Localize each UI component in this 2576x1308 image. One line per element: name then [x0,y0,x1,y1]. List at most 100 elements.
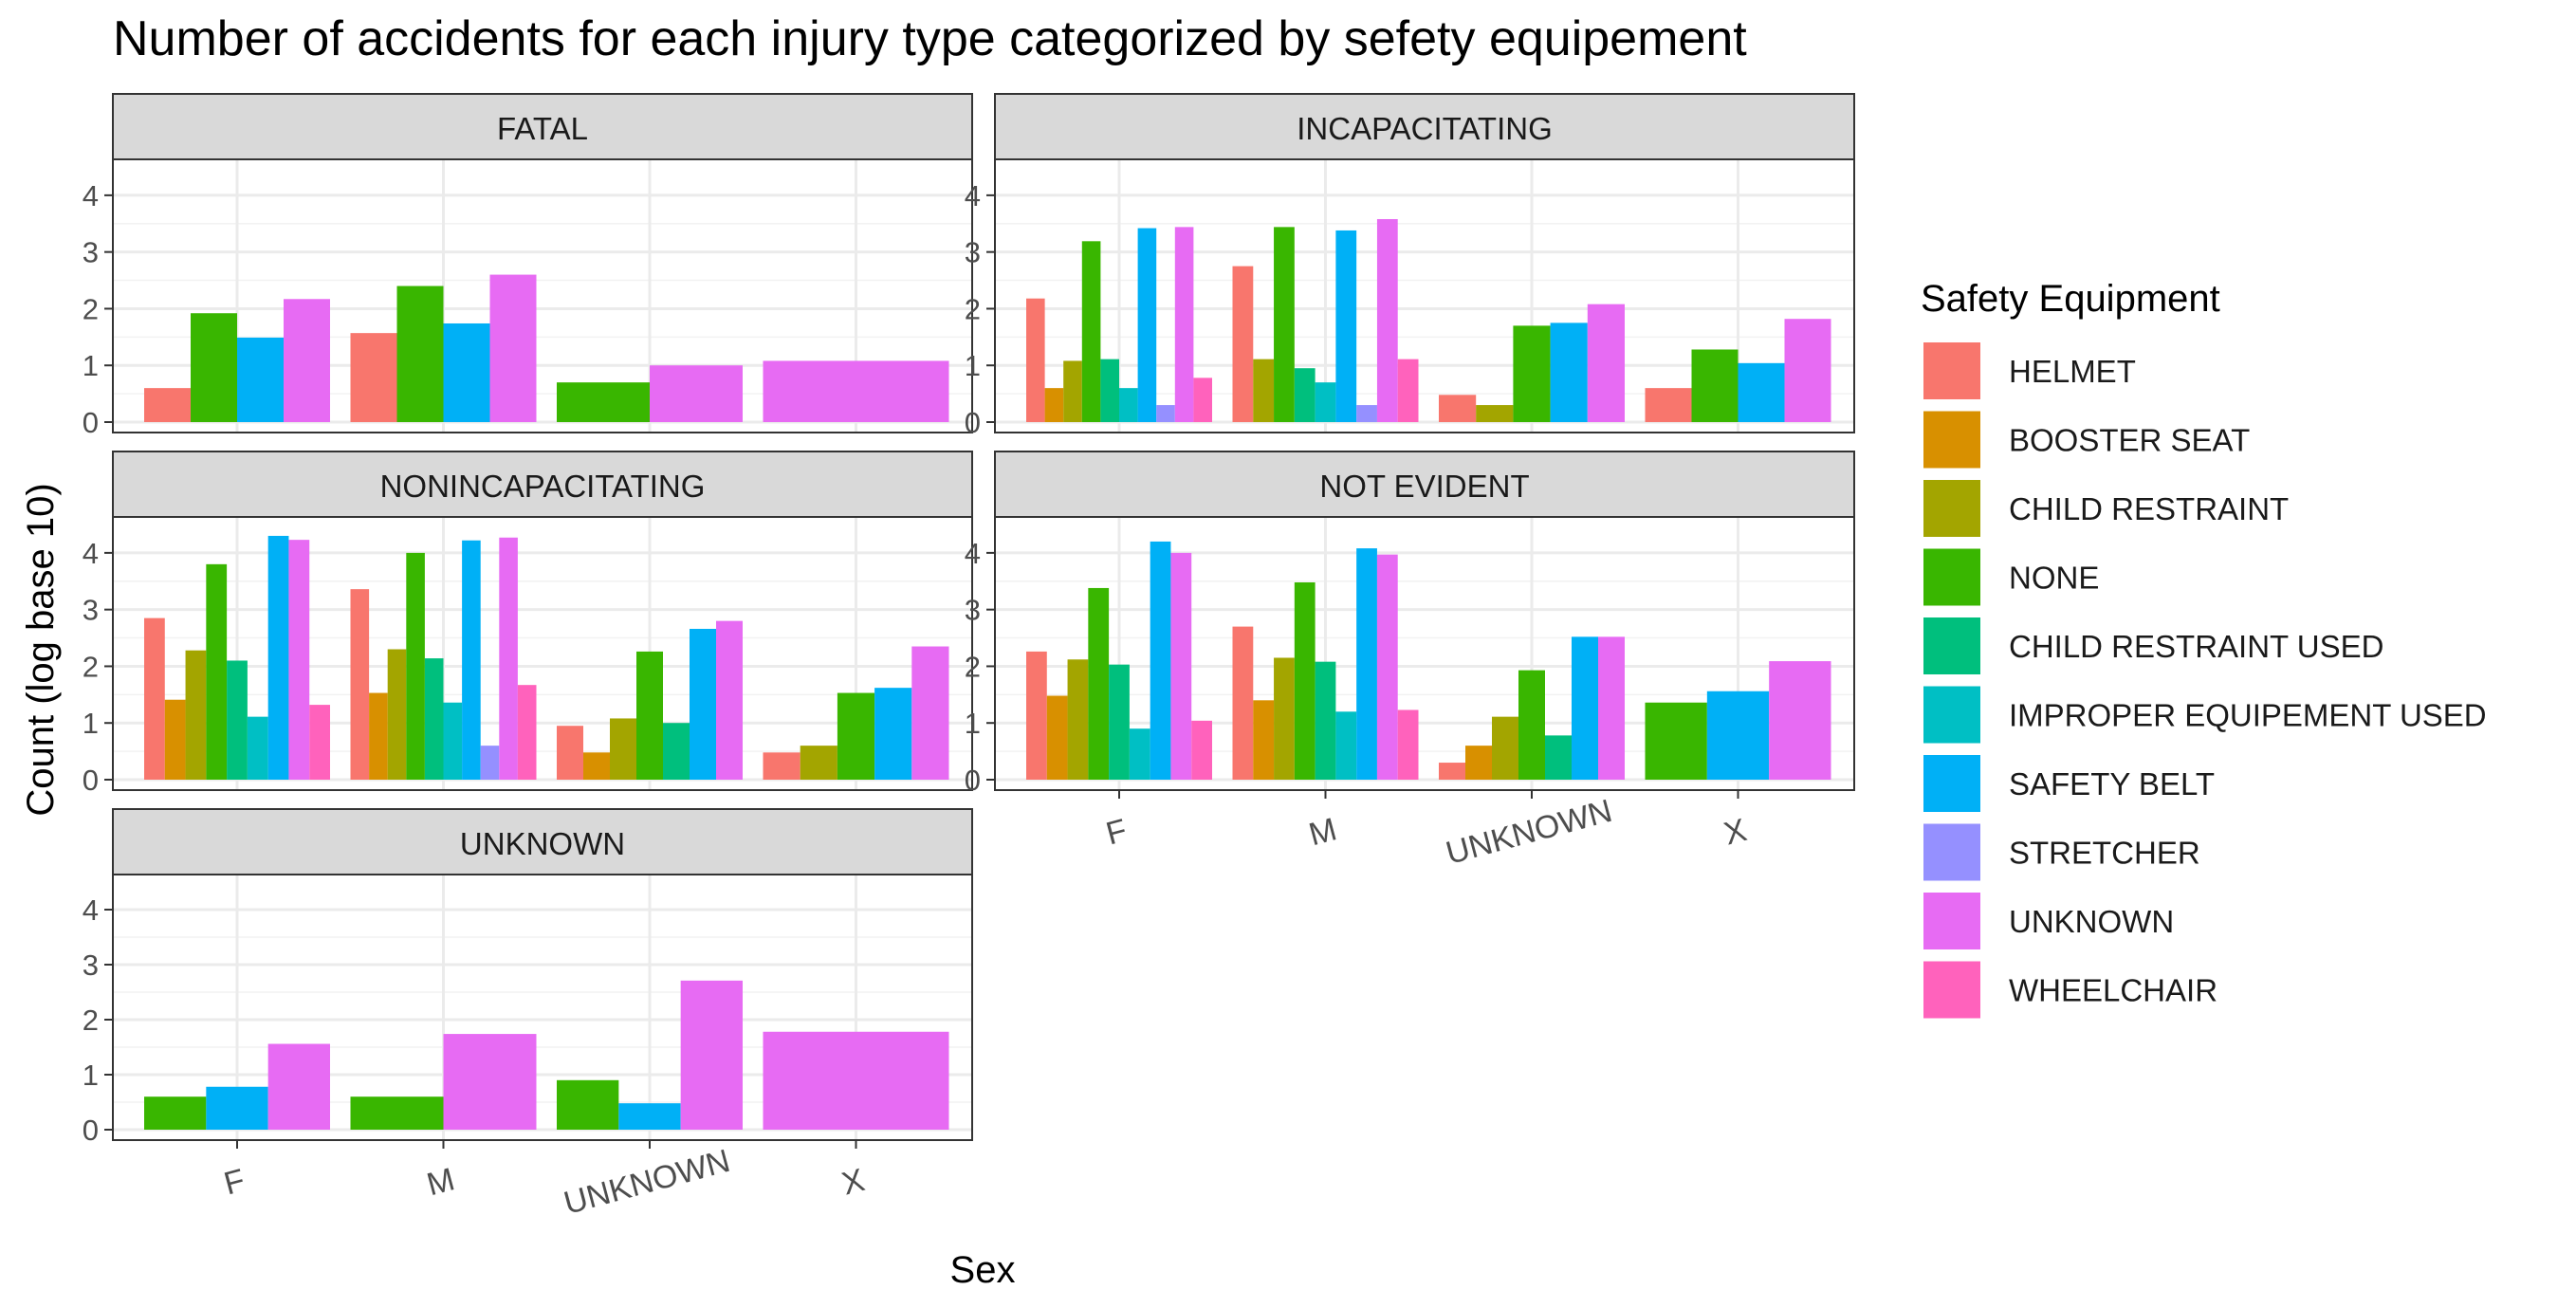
bar [1193,378,1212,422]
bar [1191,720,1212,780]
bar [557,726,583,780]
bar [144,388,191,422]
bar [489,274,537,422]
y-tick-label: 0 [83,406,99,439]
bar [763,752,800,780]
legend-label: SAFETY BELT [2009,766,2215,801]
y-tick-label: 1 [965,349,981,382]
bar [164,699,186,780]
bar [443,322,490,422]
y-tick-label: 2 [965,650,981,683]
bar [1476,405,1514,422]
y-axis-title: Count (log base 10) [20,483,62,816]
panel-border [112,874,973,1141]
facet-strip-label: INCAPACITATING [1297,111,1553,146]
legend-key [1923,686,1980,744]
bar [1518,670,1545,780]
legend-title: Safety Equipment [1921,278,2220,320]
bar [1274,657,1295,780]
facet-panel: INCAPACITATING 0 1 2 3 4 [965,93,1855,439]
y-tick-label: 2 [83,1004,99,1037]
legend-item: CHILD RESTRAINT [1921,477,2289,540]
legend-item: SAFETY BELT [1921,752,2215,815]
bar [480,746,500,780]
bar [1170,552,1192,780]
y-tick-label: 0 [83,764,99,797]
legend-item: NONE [1921,545,2099,609]
legend: Safety Equipment HELMET BOOSTER SEAT CHILD… [1921,278,2487,1022]
bar [350,1096,444,1130]
bar [716,620,743,780]
legend-item: CHILD RESTRAINT USED [1921,615,2383,677]
y-tick-label: 2 [83,650,99,683]
bar [763,1031,949,1130]
legend-key [1923,480,1980,537]
bar [690,628,716,780]
legend-key [1923,823,1980,881]
y-tick-label: 0 [965,406,981,439]
bar [1063,360,1082,422]
x-axis-title: Sex [950,1249,1016,1291]
facet-strip [112,93,973,160]
bar [369,692,388,780]
facet-panel: FATAL 0 1 2 3 4 [83,93,973,439]
bar [663,723,690,780]
bar [144,1096,207,1130]
bar [1137,228,1157,422]
bar [911,646,949,780]
bar [583,752,610,780]
legend-label: BOOSTER SEAT [2009,423,2250,458]
y-tick-label: 1 [965,707,981,740]
legend-key [1923,893,1980,949]
bar [206,563,228,780]
legend-label: CHILD RESTRAINT USED [2009,629,2383,664]
bar [1150,541,1171,780]
y-tick-label: 2 [83,292,99,325]
legend-key [1923,548,1980,606]
bar [874,688,912,780]
bar [1492,716,1518,780]
bar [1439,395,1477,422]
y-tick-label: 3 [83,594,99,627]
panel-border [112,516,973,791]
bar [499,537,518,780]
bar [288,540,310,780]
bar [237,337,284,422]
legend-key [1923,617,1980,674]
bar [680,980,743,1130]
legend-label: IMPROPER EQUIPEMENT USED [2009,698,2487,733]
bar [185,650,207,780]
bar [1315,661,1336,780]
bar [1691,349,1739,422]
bar [1376,554,1398,780]
bar [1738,362,1785,422]
legend-label: NONE [2009,561,2099,596]
bar [1232,266,1254,422]
bar [1174,227,1194,422]
y-tick-label: 3 [965,236,981,269]
y-tick-label: 4 [965,537,981,570]
y-tick-label: 4 [83,893,99,927]
bar [1274,227,1295,422]
facet-strip-label: NONINCAPACITATING [380,469,706,504]
legend-item: WHEELCHAIR [1921,958,2217,1022]
bar [1046,695,1068,780]
y-tick-label: 4 [965,179,981,212]
bar [763,360,949,422]
panel-border [994,158,1855,433]
bar [396,286,444,422]
bar [1397,709,1419,780]
legend-item: HELMET [1921,340,2136,402]
bar [443,1034,537,1130]
bar [406,552,425,780]
bar [557,1079,619,1130]
legend-item: BOOSTER SEAT [1921,408,2250,471]
bar [1769,661,1831,780]
bar [636,651,663,780]
bar [1156,405,1175,422]
legend-item: IMPROPER EQUIPEMENT USED [1921,683,2487,746]
bar [1253,359,1275,422]
bar [1294,368,1316,422]
